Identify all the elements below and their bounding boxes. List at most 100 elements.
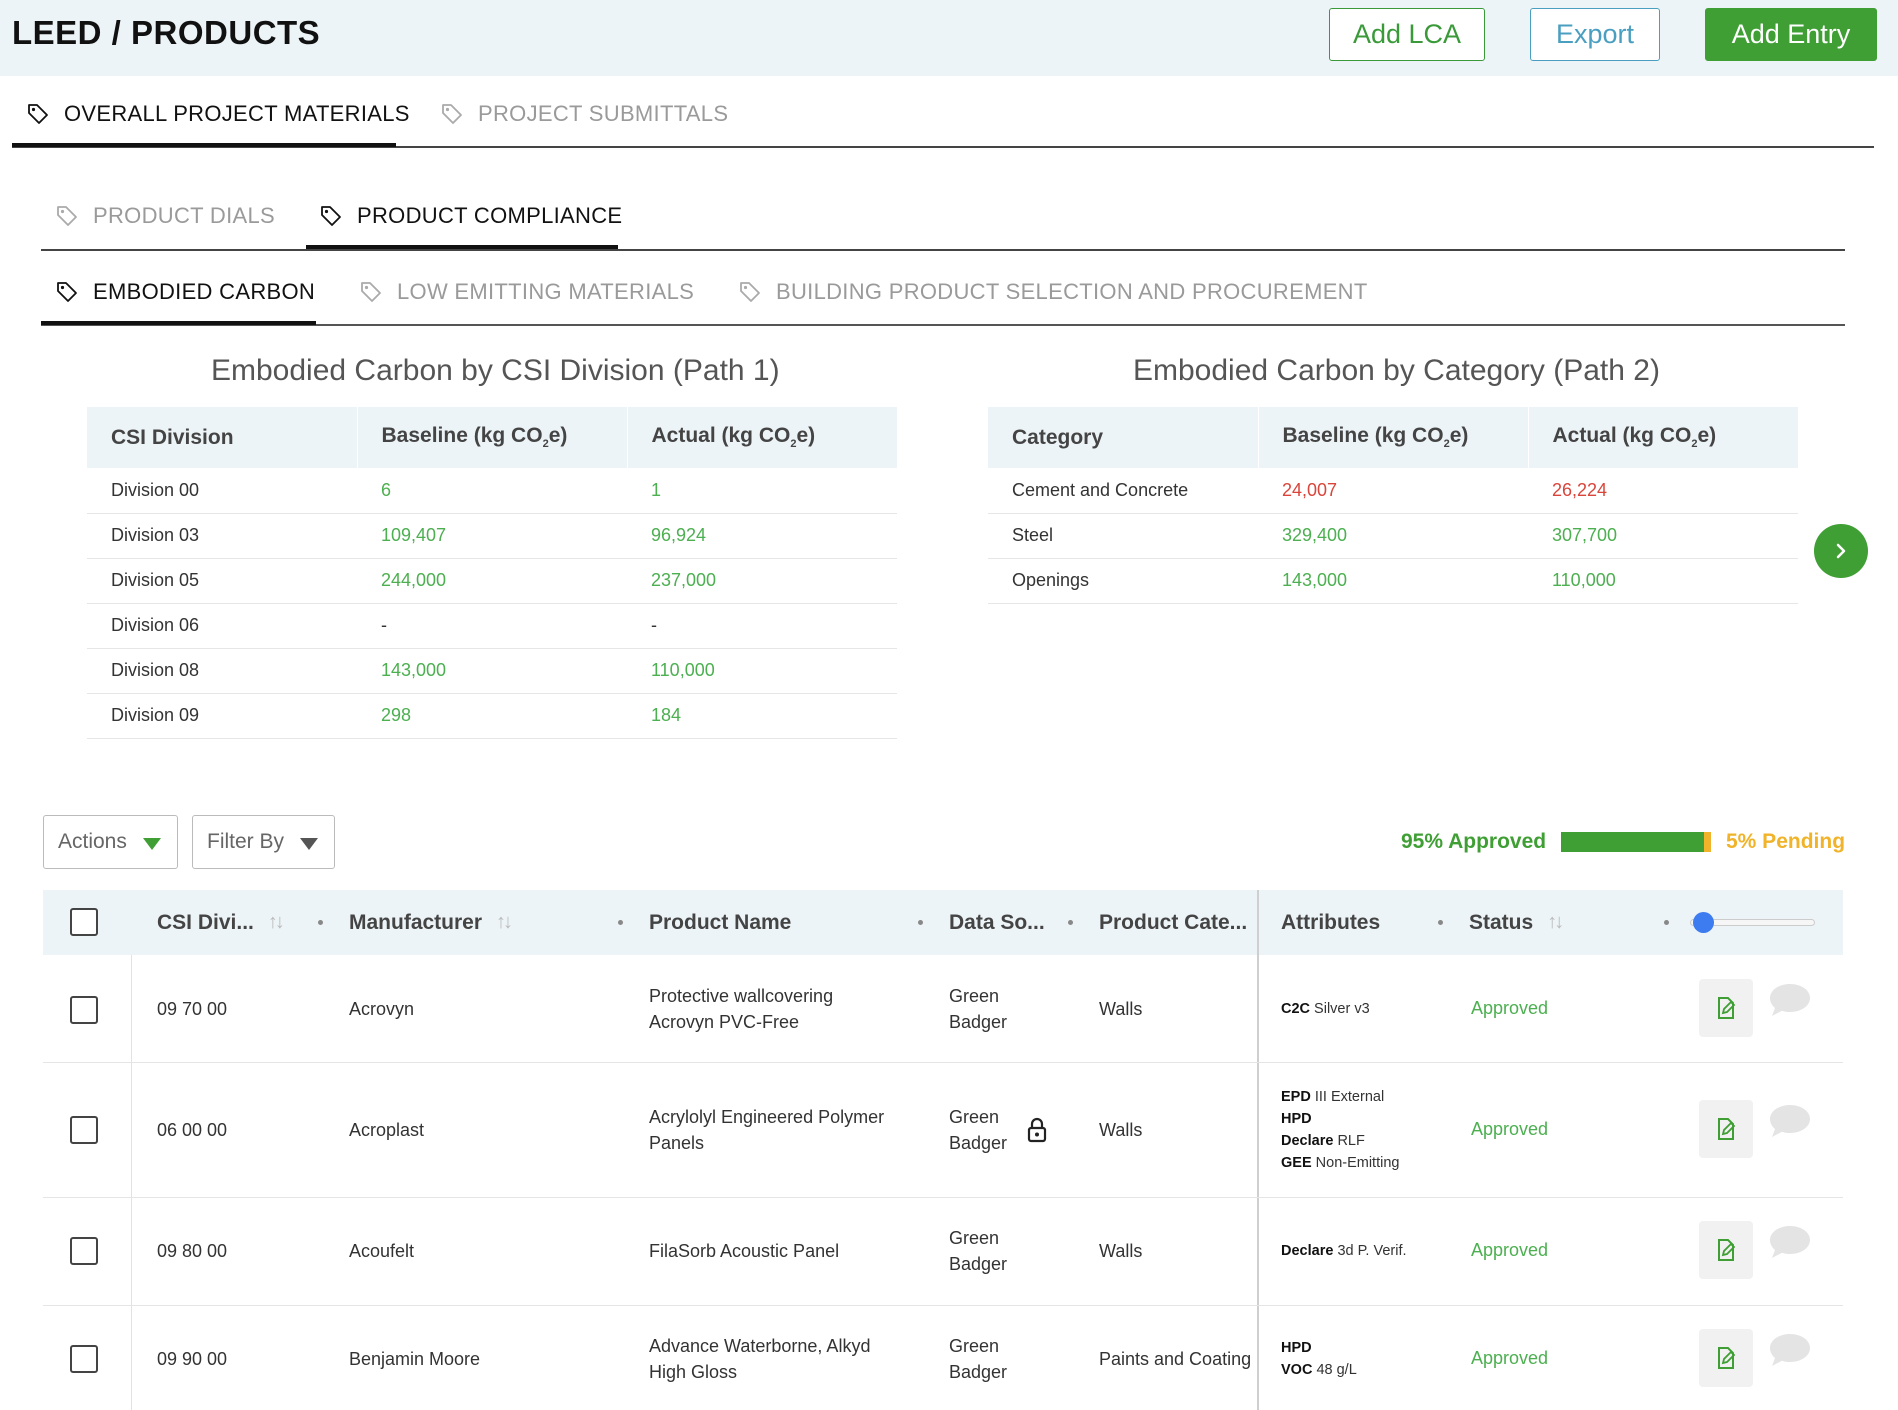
data-source-line: Badger (949, 1362, 1008, 1382)
product-name-line: Panels (649, 1133, 705, 1153)
header-label: CSI Divi... (157, 910, 254, 934)
tabs-level3-divider (41, 324, 1845, 326)
tag-icon (442, 104, 462, 124)
tab-low-emitting-materials[interactable]: LOW EMITTING MATERIALS (359, 279, 694, 305)
sort-icon[interactable]: ↑↓ (1547, 911, 1564, 933)
tag-icon (28, 104, 48, 124)
col-header-attributes[interactable]: Attributes (1281, 890, 1380, 955)
edit-icon (1718, 1347, 1736, 1369)
column-menu-icon[interactable] (1664, 920, 1669, 925)
data-source-line: Badger (949, 1012, 1008, 1032)
tab-label: BUILDING PRODUCT SELECTION AND PROCUREME… (776, 279, 1368, 304)
row-checkbox[interactable] (70, 1116, 98, 1144)
add-entry-button[interactable]: Add Entry (1705, 8, 1877, 61)
csi-summary-title: Embodied Carbon by CSI Division (Path 1) (211, 354, 780, 387)
product-name-cell[interactable]: Protective wallcovering Acrovyn PVC-Free (649, 983, 833, 1035)
export-button[interactable]: Export (1530, 8, 1660, 61)
header-label: Manufacturer (349, 910, 483, 934)
tab-embodied-carbon[interactable]: EMBODIED CARBON (55, 279, 315, 305)
col-header-status[interactable]: Status ↑↓ (1469, 890, 1564, 955)
comment-icon[interactable] (1767, 1102, 1813, 1142)
product-name-cell[interactable]: Acrylolyl Engineered Polymer Panels (649, 1104, 884, 1156)
comment-icon[interactable] (1767, 981, 1813, 1021)
actual-cell: 237,000 (627, 558, 897, 604)
row-checkbox[interactable] (70, 1345, 98, 1373)
attributes-cell: EPD III External HPD Declare RLF GEE Non… (1281, 1086, 1399, 1174)
category-summary-title: Embodied Carbon by Category (Path 2) (1133, 354, 1660, 387)
data-source-cell: Green Badger (949, 1225, 1007, 1277)
tag-icon (57, 282, 77, 302)
select-all-checkbox[interactable] (70, 908, 98, 936)
edit-button[interactable] (1699, 979, 1753, 1037)
comment-icon[interactable] (1767, 1223, 1813, 1263)
chevron-right-icon (1836, 543, 1846, 559)
tab-product-dials[interactable]: PRODUCT DIALS (55, 203, 275, 229)
edit-icon (1718, 997, 1736, 1019)
actual-cell: - (627, 603, 897, 649)
column-menu-icon[interactable] (918, 920, 923, 925)
sort-icon[interactable]: ↑↓ (267, 911, 285, 933)
edit-button[interactable] (1699, 1329, 1753, 1387)
tabs-level1-divider (12, 146, 1874, 148)
header-label: Status (1469, 910, 1534, 934)
col-header-csi-division: CSI Division (87, 407, 357, 468)
product-name-cell[interactable]: Advance Waterborne, Alkyd High Gloss (649, 1333, 870, 1385)
filter-by-dropdown[interactable]: Filter By (192, 815, 335, 869)
col-header-data-source[interactable]: Data So... (949, 890, 1045, 955)
col-header-csi-division[interactable]: CSI Divi... ↑↓ (157, 890, 285, 955)
column-menu-icon[interactable] (1438, 920, 1443, 925)
products-table-header (43, 890, 1843, 955)
approval-progress-bar (1561, 832, 1711, 852)
data-source-cell: Green Badger (949, 1333, 1007, 1385)
edit-icon (1718, 1239, 1736, 1261)
col-header-actual: Actual (kg CO2e) (1527, 407, 1798, 468)
table-row: Openings 143,000 110,000 (988, 558, 1798, 604)
sort-icon[interactable]: ↑↓ (496, 911, 513, 933)
product-name-line: Acrovyn PVC-Free (649, 1012, 800, 1032)
add-lca-button[interactable]: Add LCA (1329, 8, 1485, 61)
table-row (43, 1306, 1843, 1410)
product-name-line: Protective wallcovering (649, 986, 834, 1006)
status-badge: Approved (1471, 1119, 1549, 1139)
active-tab-underline (306, 245, 618, 249)
tab-overall-project-materials[interactable]: OVERALL PROJECT MATERIALS (26, 101, 410, 127)
tab-project-submittals[interactable]: PROJECT SUBMITTALS (440, 101, 728, 127)
row-checkbox[interactable] (70, 996, 98, 1024)
row-checkbox[interactable] (70, 1237, 98, 1265)
column-menu-icon[interactable] (618, 920, 623, 925)
tab-building-product-selection[interactable]: BUILDING PRODUCT SELECTION AND PROCUREME… (738, 279, 1368, 305)
column-menu-icon[interactable] (318, 920, 323, 925)
next-page-button[interactable] (1814, 524, 1868, 578)
col-header-product-name[interactable]: Product Name (649, 890, 791, 955)
actual-cell: 307,700 (1528, 513, 1798, 559)
tag-icon (740, 282, 760, 302)
column-menu-icon[interactable] (1068, 920, 1073, 925)
tab-product-compliance[interactable]: PRODUCT COMPLIANCE (319, 203, 622, 229)
actual-cell: 96,924 (627, 513, 897, 559)
division-cell: Division 06 (87, 603, 357, 649)
manufacturer-cell: Acoufelt (349, 1241, 415, 1261)
slider-handle[interactable] (1693, 912, 1714, 933)
table-row: Division 00 6 1 (87, 468, 897, 514)
edit-button[interactable] (1699, 1100, 1753, 1158)
tag-icon (57, 206, 77, 226)
edit-button[interactable] (1699, 1221, 1753, 1279)
csi-cell: 09 70 00 (157, 999, 228, 1019)
col-header-manufacturer[interactable]: Manufacturer ↑↓ (349, 890, 513, 955)
table-row: Division 06- - (87, 603, 897, 649)
col-header-product-category[interactable]: Product Cate... (1099, 890, 1247, 955)
baseline-cell: 298 (357, 693, 627, 739)
data-source-cell: Green Badger (949, 1104, 1007, 1156)
manufacturer-cell: Acroplast (349, 1120, 425, 1140)
header-label: Product Cate... (1099, 910, 1248, 934)
column-width-slider[interactable] (1690, 912, 1815, 933)
category-cell: Walls (1099, 999, 1143, 1019)
table-row (43, 955, 1843, 1063)
product-name-cell[interactable]: FilaSorb Acoustic Panel (649, 1238, 839, 1264)
caret-down-icon (300, 838, 318, 850)
table-row: Cement and Concrete 24,007 26,224 (988, 468, 1798, 514)
pinned-column-divider (1257, 890, 1259, 1410)
comment-icon[interactable] (1767, 1331, 1813, 1371)
actions-dropdown[interactable]: Actions (43, 815, 178, 869)
category-cell: Openings (988, 558, 1258, 604)
